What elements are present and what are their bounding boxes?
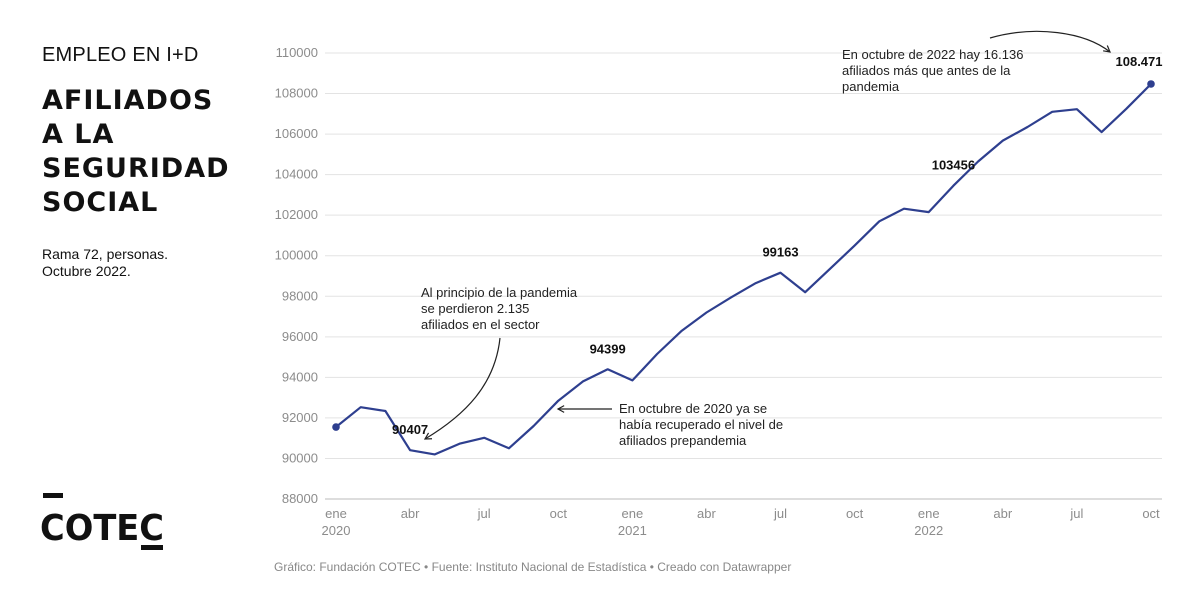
- y-tick-label: 90000: [282, 450, 318, 465]
- x-tick-label: ene: [325, 506, 347, 521]
- title-line: SEGURIDAD: [42, 153, 230, 184]
- arrow-head: [1103, 45, 1111, 53]
- x-tick-label: abr: [401, 506, 420, 521]
- x-tick-year: 2021: [618, 523, 647, 538]
- y-tick-label: 102000: [275, 207, 318, 222]
- arrow-head: [423, 432, 433, 440]
- x-tick-label: ene: [622, 506, 644, 521]
- annotation-arrow: [989, 30, 1111, 53]
- y-tick-label: 96000: [282, 329, 318, 344]
- point-label: 108.471: [1116, 54, 1163, 69]
- series-endpoint: [332, 423, 340, 431]
- annotation-line: afiliados más que antes de la: [842, 63, 1011, 78]
- chart-kicker: EMPLEO EN I+D: [42, 44, 199, 66]
- y-tick-label: 94000: [282, 369, 318, 384]
- point-labels: 90407 94399 99163 103456 108.471: [392, 54, 1162, 437]
- arrow-head: [556, 405, 565, 413]
- annotation-text: En octubre de 2022 hay 16.136 afiliados m…: [842, 47, 1023, 94]
- subtitle-line: Rama 72, personas.: [42, 246, 169, 262]
- logo-text: COTEC: [40, 508, 164, 549]
- annotation-line: afiliados prepandemia: [619, 433, 747, 448]
- y-axis: 110000 108000 106000 104000 102000 100000 9800…: [275, 45, 318, 506]
- annotation-arrow: [424, 337, 501, 440]
- y-tick-label: 98000: [282, 288, 318, 303]
- annotation-text: En octubre de 2020 ya se había recuperado…: [619, 401, 783, 448]
- x-tick-label: abr: [697, 506, 716, 521]
- annotations: Al principio de la pandemia se perdieron …: [421, 30, 1111, 448]
- x-axis: ene 2020 abr jul oct ene 2021 abr jul oct ene 2022 a…: [322, 506, 1161, 538]
- point-label: 90407: [392, 422, 428, 437]
- annotation-line: se perdieron 2.135: [421, 301, 529, 316]
- x-tick-label: oct: [1142, 506, 1160, 521]
- series-endpoint: [1147, 80, 1155, 88]
- chart-title: AFILIADOS A LA SEGURIDAD SOCIAL: [42, 84, 242, 220]
- chart-footer: Gráfico: Fundación COTEC • Fuente: Insti…: [274, 560, 792, 574]
- x-tick-label: ene: [918, 506, 940, 521]
- annotation-line: Al principio de la pandemia: [421, 285, 578, 300]
- annotation-text: Al principio de la pandemia se perdieron …: [421, 285, 578, 332]
- endpoints: [332, 80, 1155, 431]
- gridlines: [325, 52, 1162, 500]
- annotation-line: En octubre de 2020 ya se: [619, 401, 767, 416]
- x-tick-label: jul: [477, 506, 491, 521]
- cotec-logo: COTEC: [40, 493, 164, 550]
- y-tick-label: 104000: [275, 167, 318, 182]
- x-tick-year: 2020: [322, 523, 351, 538]
- y-tick-label: 110000: [276, 45, 318, 60]
- title-line: A LA: [42, 119, 115, 150]
- annotation-line: pandemia: [842, 79, 900, 94]
- y-tick-label: 92000: [282, 410, 318, 425]
- subtitle-line: Octubre 2022.: [42, 263, 131, 279]
- x-tick-label: jul: [1069, 506, 1083, 521]
- x-tick-label: oct: [846, 506, 864, 521]
- y-tick-label: 108000: [275, 86, 318, 101]
- title-line: SOCIAL: [42, 187, 159, 218]
- annotation-line: había recuperado el nivel de: [619, 417, 783, 432]
- x-tick-label: jul: [773, 506, 787, 521]
- point-label: 103456: [932, 158, 975, 173]
- x-tick-label: abr: [993, 506, 1012, 521]
- title-line: AFILIADOS: [42, 85, 214, 116]
- y-tick-label: 100000: [275, 248, 318, 263]
- y-tick-label: 106000: [275, 126, 318, 141]
- x-tick-year: 2022: [914, 523, 943, 538]
- point-label: 94399: [590, 341, 626, 356]
- annotation-line: En octubre de 2022 hay 16.136: [842, 47, 1023, 62]
- series-line: [335, 83, 1152, 456]
- y-tick-label: 88000: [282, 491, 318, 506]
- annotation-line: afiliados en el sector: [421, 317, 540, 332]
- chart-subtitle: Rama 72, personas. Octubre 2022.: [42, 246, 168, 280]
- x-tick-label: oct: [550, 506, 568, 521]
- point-label: 99163: [762, 245, 798, 260]
